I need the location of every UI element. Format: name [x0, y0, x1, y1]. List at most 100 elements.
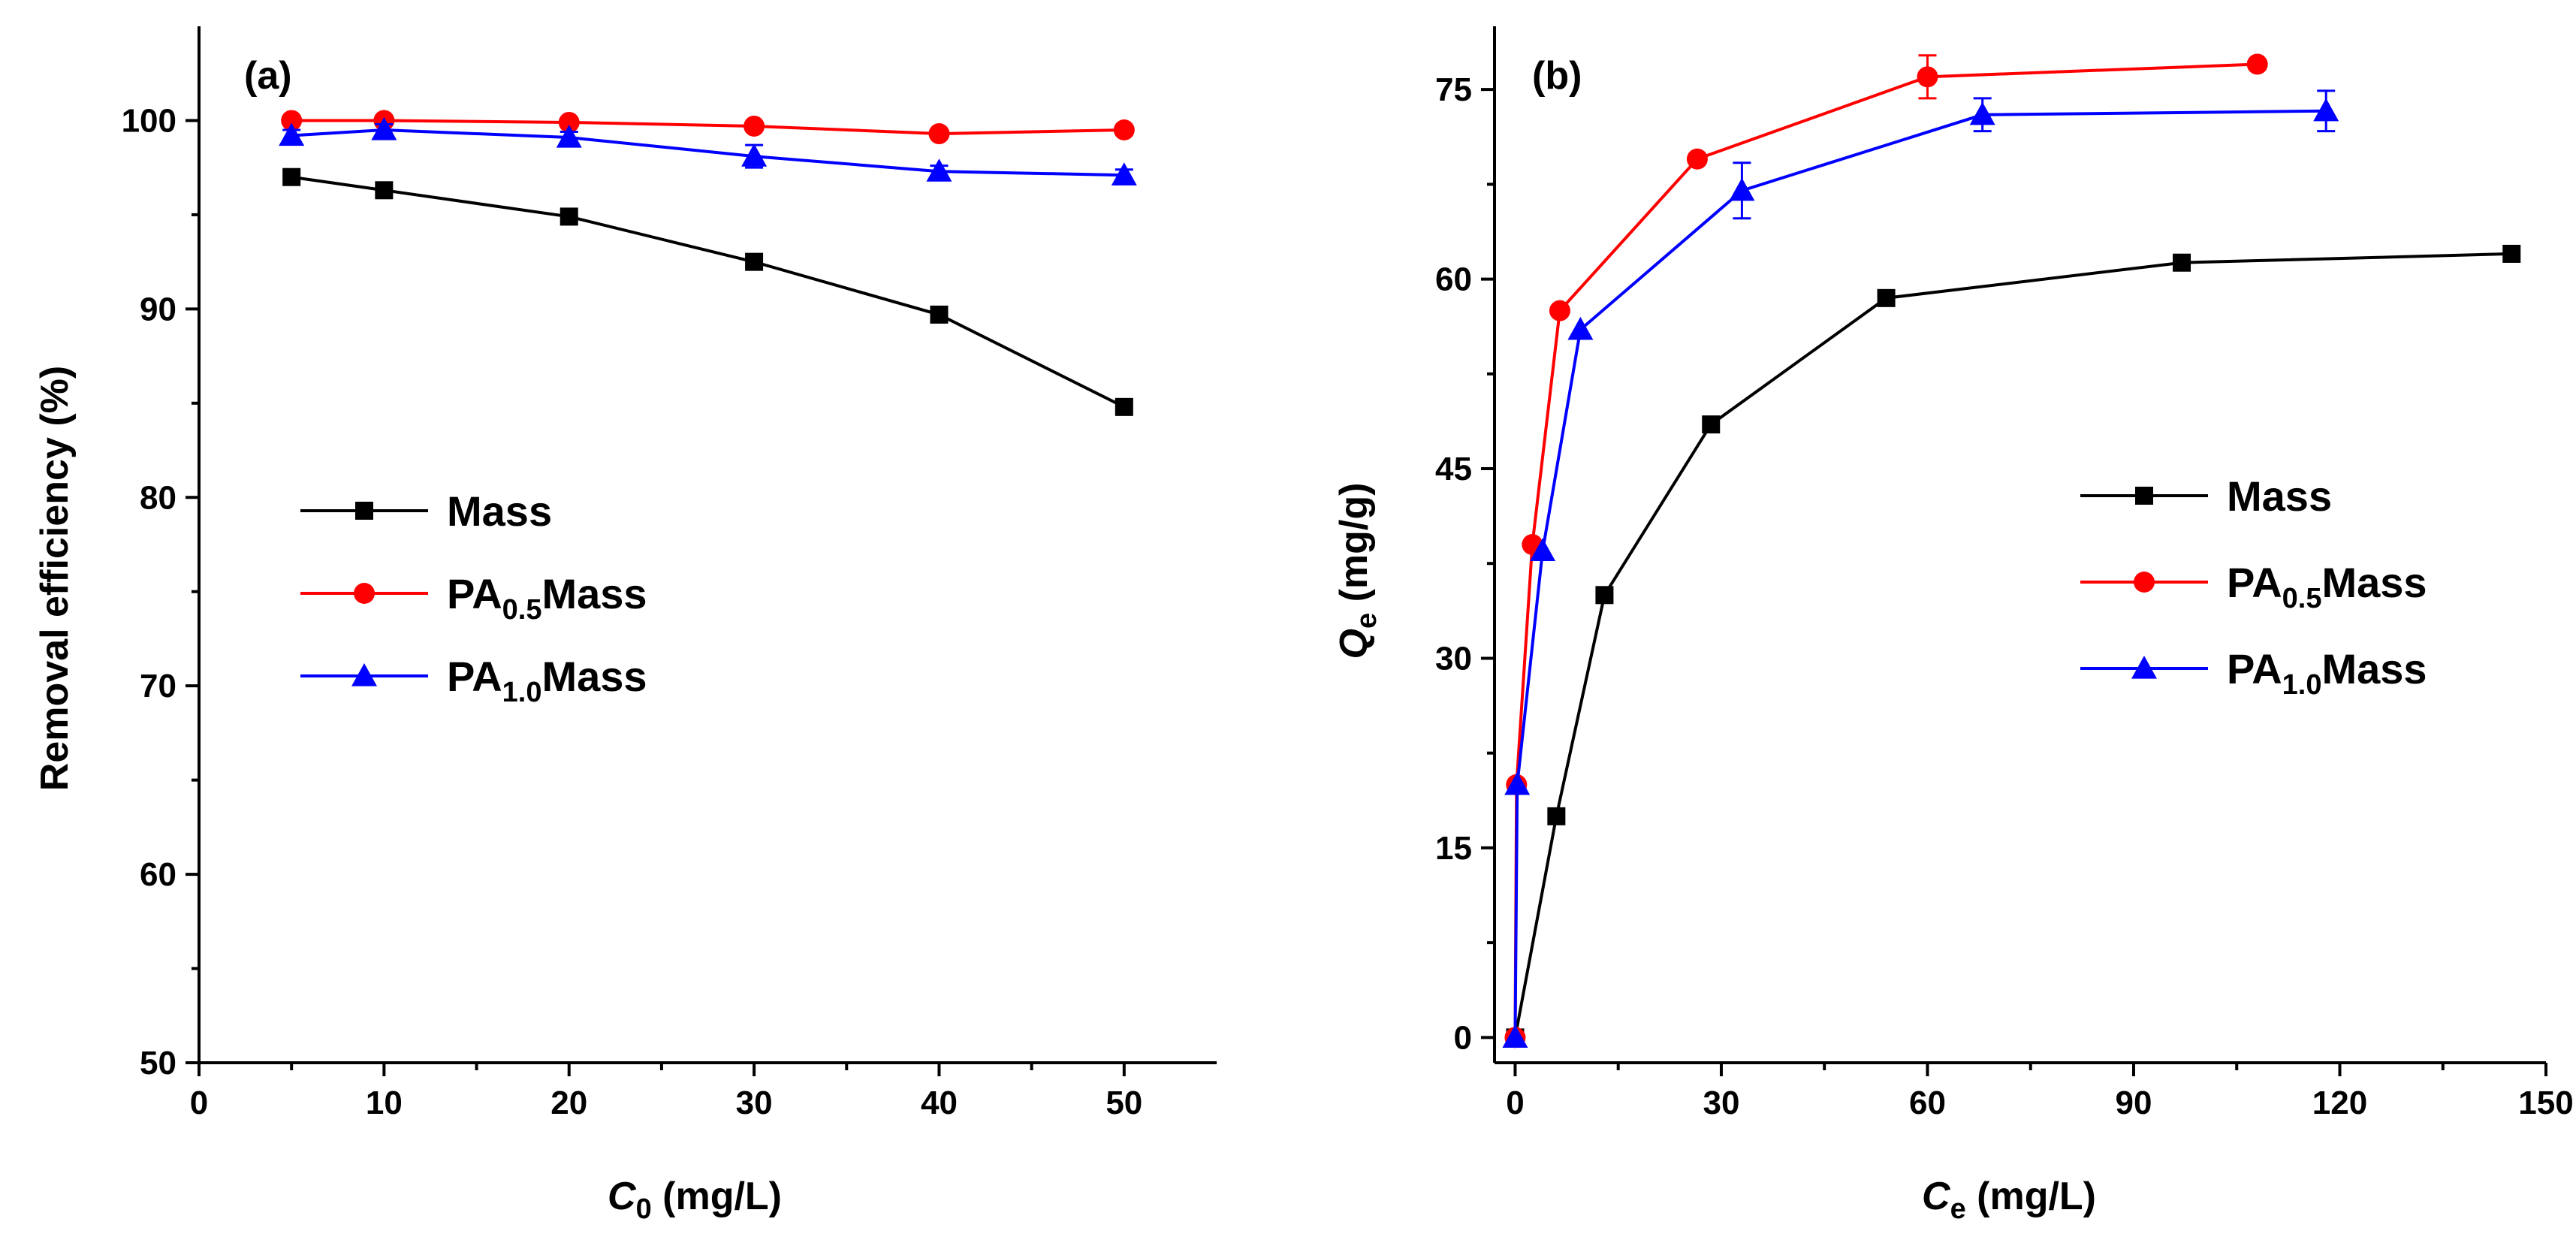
panel-a-series-mass-line: [291, 175, 1125, 409]
panel-b-y-axis-title: Qe (mg/g): [1332, 483, 1383, 659]
panel-a-mass-point: [375, 181, 394, 200]
panel-b-pa0-5mass-point: [1549, 300, 1570, 321]
panel-a-x-axis-title-unit: (mg/L): [652, 1175, 782, 1218]
panel-b-y-axis-title-subscript: e: [1351, 613, 1383, 629]
panel-b-label: (b): [1532, 54, 1582, 98]
panel-b-y-tick-label: 0: [1454, 1019, 1472, 1056]
panel-b-mass-point: [1547, 807, 1566, 825]
panel-b-series-pa0-5mass-line: [1513, 62, 2258, 1038]
panel-a-y-tick-label: 90: [140, 291, 176, 327]
panel-b-legend: Mass PA0.5Mass PA1.0Mass: [2080, 472, 2427, 701]
panel-a-y-axis-title: Removal efficiency (%): [33, 366, 77, 791]
panel-b-mass-point: [2502, 244, 2521, 263]
panel-a-pa0-5mass-point: [281, 110, 303, 131]
panel-a-mass-point: [282, 167, 301, 186]
panel-b-legend-label-pa1-0mass: PA1.0Mass: [2227, 645, 2427, 701]
panel-a-pa0-5mass-point: [558, 111, 580, 133]
panel-b-series-pa0-5mass: [1504, 53, 2268, 1048]
panel-a-pa0-5mass-point: [928, 123, 950, 145]
panel-a-plot-area: 0 10 20 30 40 50 50 60 70 80 90 100: [122, 26, 1217, 1121]
panel-a-x-tick-label: 10: [366, 1085, 403, 1121]
panel-a-legend-marker-mass: [355, 502, 373, 520]
panel-b-y-tick-label: 30: [1435, 640, 1472, 677]
panel-a-y-tick-label: 80: [140, 479, 176, 516]
panel-a-y-tick-label: 60: [140, 856, 176, 893]
panel-b-pa1-0mass-point: [1567, 316, 1594, 340]
panel-b-x-tick-label: 60: [1909, 1085, 1946, 1121]
panel-b-y-tick-label: 45: [1435, 451, 1472, 487]
panel-a-pa1-0mass-point: [926, 158, 952, 182]
panel-b-plot-area: 0 30 60 90 120 150 0 15 30 45 60 75: [1435, 26, 2574, 1121]
panel-a-series-mass: [282, 167, 1133, 416]
panel-b-y-tick-label: 15: [1435, 830, 1472, 867]
panel-a-legend-marker-pa0-5mass: [354, 583, 375, 604]
panel-b-x-tick-label: 120: [2312, 1085, 2367, 1121]
panel-a-legend-label-pa1-0mass: PA1.0Mass: [447, 653, 647, 708]
panel-a-legend: Mass PA0.5Mass PA1.0Mass: [300, 487, 647, 708]
panel-b-pa1-0mass-point: [1504, 771, 1531, 795]
panel-b-series-pa1-0mass: [1502, 89, 2339, 1048]
panel-b-x-axis-title-symbol: C: [1922, 1175, 1951, 1218]
panel-a-pa1-0mass-point: [371, 117, 397, 140]
panel-b-chart: 0 30 60 90 120 150 0 15 30 45 60 75 (b) Qe (mg/g) C…: [1332, 26, 2574, 1225]
panel-a-series-pa0-5mass-line: [291, 119, 1124, 136]
panel-a-pa1-0mass-point: [741, 143, 768, 167]
panel-a-x-tick-label: 30: [736, 1085, 773, 1121]
panel-a-label: (a): [244, 54, 292, 98]
panel-a-pa0-5mass-point: [744, 115, 765, 137]
panel-b-pa1-0mass-point: [1729, 177, 1755, 201]
panel-b-pa0-5mass-point: [1917, 66, 1938, 88]
panel-a-legend-marker-pa1-0mass: [351, 663, 377, 686]
panel-a-pa1-0mass-point: [1111, 162, 1137, 186]
panel-a-y-tick-label: 100: [122, 102, 176, 139]
panel-b-pa1-0mass-point: [2313, 98, 2339, 122]
panel-a-x-axis-title-symbol: C: [608, 1175, 637, 1218]
panel-b-pa1-0mass-point: [1530, 538, 1556, 562]
panel-b-x-tick-label: 90: [2116, 1085, 2152, 1121]
panel-b-x-tick-label: 0: [1506, 1085, 1524, 1121]
panel-b-legend-marker-mass: [2135, 487, 2153, 505]
panel-b-legend-label-mass: Mass: [2227, 472, 2332, 520]
panel-a-x-tick-label: 40: [921, 1085, 958, 1121]
panel-a-x-axis-title: C0 (mg/L): [608, 1175, 782, 1225]
panel-a-pa1-0mass-point: [556, 125, 582, 148]
panel-a-chart: 0 10 20 30 40 50 50 60 70 80 90 100 (a) Removal eff…: [33, 26, 1217, 1225]
panel-a-mass-point: [745, 252, 764, 271]
panel-b-legend-marker-pa1-0mass: [2131, 656, 2157, 679]
panel-b-y-axis-title-symbol: Q: [1332, 629, 1376, 659]
panel-b-legend-marker-pa0-5mass: [2134, 572, 2155, 593]
panel-b-mass-point: [2173, 253, 2191, 272]
panel-b-x-axis-title-unit: (mg/L): [1966, 1175, 2096, 1218]
panel-b-pa1-0mass-point: [1502, 1024, 1528, 1048]
panel-a-series-pa1-0mass: [279, 117, 1137, 186]
panel-b-x-axis-title: Ce (mg/L): [1922, 1175, 2096, 1225]
panel-a-y-tick-label: 50: [140, 1045, 176, 1082]
panel-b-mass-point: [1877, 288, 1896, 307]
panel-b-x-axis-title-subscript: e: [1950, 1193, 1966, 1225]
panel-a-pa0-5mass-point: [1113, 119, 1135, 140]
panel-b-mass-point: [1702, 415, 1721, 434]
panel-a-legend-label-pa0-5mass: PA0.5Mass: [447, 570, 647, 626]
panel-a-series-pa1-0mass-line: [291, 128, 1124, 177]
panel-b-pa0-5mass-point: [1686, 148, 1708, 170]
panel-a-x-tick-label: 20: [550, 1085, 587, 1121]
panel-a-y-tick-label: 70: [140, 668, 176, 704]
panel-a-legend-label-mass: Mass: [447, 487, 552, 535]
panel-b-legend-label-pa0-5mass: PA0.5Mass: [2227, 559, 2427, 614]
panel-b-mass-point: [1595, 586, 1614, 605]
panel-a-x-tick-label: 0: [190, 1085, 208, 1121]
panel-b-y-tick-label: 75: [1435, 71, 1472, 108]
panel-b-pa0-5mass-point: [2246, 53, 2268, 75]
panel-a-x-axis-title-subscript: 0: [636, 1193, 652, 1225]
panel-a-mass-point: [560, 207, 578, 226]
panel-b-y-axis-title-unit: (mg/g): [1332, 483, 1376, 613]
panel-a-series-pa0-5mass: [281, 110, 1135, 145]
panel-b-x-tick-label: 150: [2518, 1085, 2573, 1121]
panel-b-x-tick-label: 30: [1703, 1085, 1739, 1121]
panel-a-x-tick-label: 50: [1106, 1085, 1142, 1121]
panel-b-series-pa1-0mass-line: [1513, 109, 2327, 1038]
panel-b-y-tick-label: 60: [1435, 261, 1472, 298]
panel-a-mass-point: [930, 305, 949, 324]
panel-a-pa1-0mass-point: [279, 122, 305, 146]
